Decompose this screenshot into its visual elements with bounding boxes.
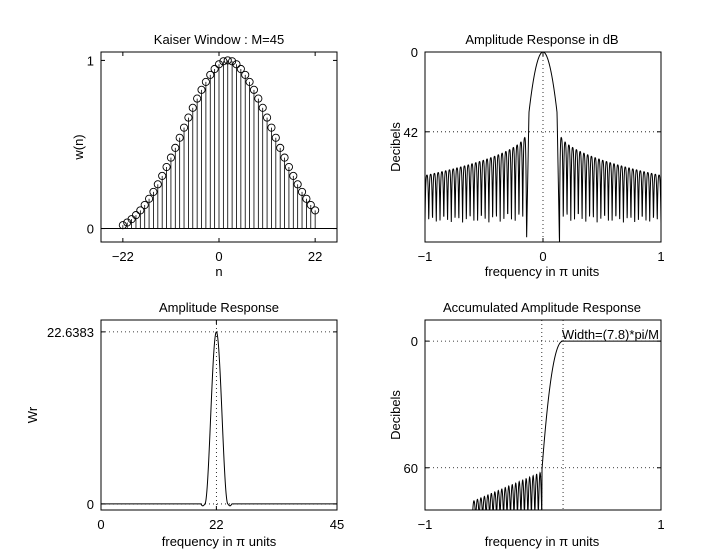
accumulated-response-xlabel: frequency in π units xyxy=(485,534,600,549)
kaiser-window-stem-marker xyxy=(136,206,145,215)
accumulated-response-title: Accumulated Amplitude Response xyxy=(443,300,641,315)
amplitude-db-title: Amplitude Response in dB xyxy=(465,32,618,47)
kaiser-window-stem-marker xyxy=(197,85,206,94)
accumulated-response-annotation: Width=(7.8)*pi/M xyxy=(562,327,659,342)
amplitude-response-ytick-label: 0 xyxy=(87,497,94,512)
kaiser-window-stem-marker xyxy=(179,123,189,132)
amplitude-db-xtick-label: 0 xyxy=(539,249,546,264)
kaiser-window-stem-marker xyxy=(171,143,180,152)
kaiser-window-stem-marker xyxy=(206,70,215,79)
kaiser-window-stem-marker xyxy=(223,56,232,65)
amplitude-db-ytick-label: 42 xyxy=(404,125,418,140)
amplitude-db-xlabel: frequency in π units xyxy=(485,264,600,279)
kaiser-window-stem-marker xyxy=(271,133,280,142)
accumulated-response-xtick-label: −1 xyxy=(418,517,433,532)
kaiser-window-marks xyxy=(101,56,337,230)
kaiser-window-title: Kaiser Window : M=45 xyxy=(154,32,284,47)
kaiser-window-stem-marker xyxy=(162,162,171,172)
kaiser-window-stem-marker xyxy=(293,180,302,189)
kaiser-window-subplot: Kaiser Window : M=45 −22 0 22 0 1 n w(n) xyxy=(71,32,338,279)
amplitude-response-axes-frame xyxy=(100,319,338,511)
kaiser-window-stem-marker xyxy=(219,57,228,66)
kaiser-window-xtick-label: 0 xyxy=(215,249,222,264)
kaiser-window-stem-marker xyxy=(302,194,311,203)
amplitude-db-ytick-label: 0 xyxy=(411,45,418,60)
kaiser-window-stem-marker xyxy=(153,180,162,189)
amplitude-db-ylabel: Decibels xyxy=(388,122,403,172)
kaiser-window-stem-marker xyxy=(297,187,307,196)
kaiser-window-stem-marker xyxy=(263,113,272,122)
kaiser-window-stem-marker xyxy=(145,194,154,203)
amplitude-response-xtick-label: 0 xyxy=(97,517,104,532)
kaiser-window-stem-marker xyxy=(131,211,141,220)
kaiser-window-ylabel: w(n) xyxy=(71,134,86,160)
kaiser-window-xtick-label: 22 xyxy=(308,249,322,264)
kaiser-window-stem-marker xyxy=(118,221,127,230)
accumulated-response-axes-frame xyxy=(424,319,662,511)
kaiser-window-stem-marker xyxy=(289,171,298,180)
kaiser-window-stem-marker xyxy=(158,171,167,180)
kaiser-window-ticks: −22 0 22 0 1 xyxy=(87,52,337,264)
kaiser-window-stem-marker xyxy=(245,77,254,86)
kaiser-window-stem-marker xyxy=(236,64,245,74)
accumulated-response-ytick-label: 0 xyxy=(411,334,418,349)
kaiser-window-stem-marker xyxy=(306,200,315,210)
amplitude-response-series-line xyxy=(101,331,337,507)
amplitude-response-ticks: 0 22 45 0 22.6383 xyxy=(47,320,344,532)
accumulated-response-ytick-label: 60 xyxy=(404,461,418,476)
amplitude-response-marks xyxy=(101,331,337,507)
kaiser-window-stem-marker xyxy=(249,85,259,94)
kaiser-window-ytick-label: 0 xyxy=(87,222,94,237)
amplitude-response-title: Amplitude Response xyxy=(159,300,279,315)
kaiser-window-stem-marker xyxy=(140,200,149,210)
kaiser-window-stem-marker xyxy=(166,153,175,162)
amplitude-response-ytick-label: 22.6383 xyxy=(47,325,94,340)
accumulated-response-ticks: −1 1 0 60 xyxy=(404,320,665,532)
kaiser-window-stem-marker xyxy=(149,187,158,196)
kaiser-window-stem-marker xyxy=(280,153,289,162)
kaiser-window-ytick-label: 1 xyxy=(87,53,94,68)
kaiser-window-stem-marker xyxy=(201,77,210,86)
kaiser-window-stem-marker xyxy=(241,70,250,79)
kaiser-window-stem-marker xyxy=(232,60,241,69)
kaiser-window-stem-marker xyxy=(184,113,193,122)
kaiser-window-stem-marker xyxy=(175,133,184,142)
amplitude-response-xtick-label: 22 xyxy=(209,517,223,532)
kaiser-window-stem-marker xyxy=(267,123,276,132)
kaiser-window-stem-marker xyxy=(254,94,263,103)
kaiser-window-stem-marker xyxy=(258,103,267,112)
amplitude-db-subplot: Amplitude Response in dB −1 0 1 0 42 frequen… xyxy=(388,32,665,279)
kaiser-window-stem-marker xyxy=(214,60,224,69)
kaiser-window-stem-marker xyxy=(276,143,285,152)
accumulated-response-xtick-label: 1 xyxy=(657,517,664,532)
kaiser-window-stem-marker xyxy=(188,103,197,112)
kaiser-window-stem-marker xyxy=(311,206,320,215)
amplitude-response-ylabel: Wr xyxy=(25,406,40,423)
accumulated-response-subplot: Accumulated Amplitude Response −1 1 0 60 Wi… xyxy=(388,300,665,549)
kaiser-window-stem-marker xyxy=(193,94,202,103)
kaiser-window-stem-marker xyxy=(210,64,219,74)
kaiser-window-stem-marker xyxy=(284,162,293,172)
kaiser-window-stem-marker xyxy=(228,57,237,66)
amplitude-response-subplot: Amplitude Response 0 22 45 0 22.6383 frequen… xyxy=(25,300,344,549)
amplitude-response-xtick-label: 45 xyxy=(330,517,344,532)
amplitude-db-xtick-label: −1 xyxy=(418,249,433,264)
kaiser-window-xlabel: n xyxy=(215,264,222,279)
kaiser-window-xtick-label: −22 xyxy=(112,249,134,264)
amplitude-db-xtick-label: 1 xyxy=(657,249,664,264)
kaiser-window-stem-marker xyxy=(127,215,136,224)
accumulated-response-ylabel: Decibels xyxy=(388,390,403,440)
amplitude-db-ticks: −1 0 1 0 42 xyxy=(404,45,665,264)
amplitude-response-xlabel: frequency in π units xyxy=(162,534,277,549)
